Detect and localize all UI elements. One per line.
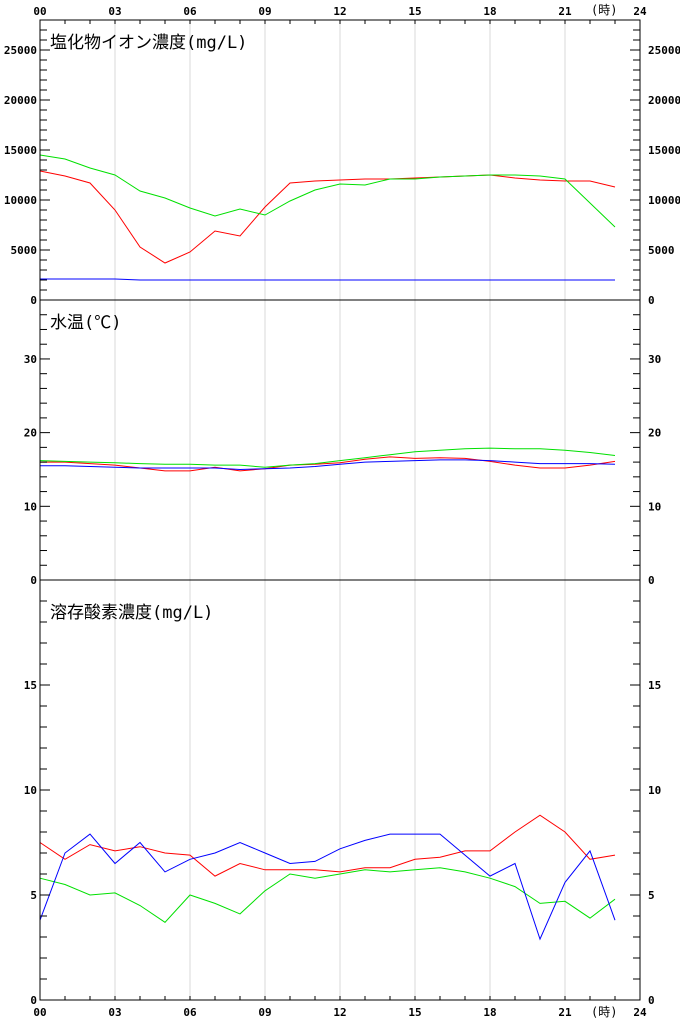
y-tick-label-right-chloride-0: 0 [648,294,655,307]
x-tick-label-bottom-09: 09 [258,1006,271,1019]
x-tick-label-bottom-18: 18 [483,1006,496,1019]
x-tick-label-top-24: 24 [633,5,647,18]
x-tick-label-bottom-12: 12 [333,1006,346,1019]
y-tick-label-right-chloride-20000: 20000 [648,94,680,107]
y-tick-label-left-water-temp-30: 30 [24,353,37,366]
dissolved-oxygen-blue-series [39,833,616,941]
x-tick-label-top-12: 12 [333,5,346,18]
y-tick-label-left-water-temp-0: 0 [30,574,37,587]
dissolved-oxygen-red-series [39,814,616,877]
y-tick-label-right-water-temp-10: 10 [648,500,661,513]
time-unit-label-top: (時) [591,3,617,17]
y-tick-label-right-water-temp-20: 20 [648,427,661,440]
y-tick-label-left-dissolved-oxygen-0: 0 [30,994,37,1007]
dissolved-oxygen-panel-title: 溶存酸素濃度(mg/L) [50,603,213,623]
y-tick-label-left-chloride-20000: 20000 [4,94,37,107]
y-tick-label-right-dissolved-oxygen-15: 15 [648,679,661,692]
x-tick-label-bottom-06: 06 [183,1006,197,1019]
y-tick-label-left-dissolved-oxygen-15: 15 [24,679,37,692]
x-tick-label-bottom-15: 15 [408,1006,421,1019]
y-tick-label-right-dissolved-oxygen-10: 10 [648,784,661,797]
x-tick-label-top-00: 00 [33,5,46,18]
time-unit-label-bottom: (時) [591,1005,617,1019]
y-tick-label-right-chloride-5000: 5000 [648,244,675,257]
y-tick-label-right-chloride-25000: 25000 [648,44,680,57]
tick-layer [40,20,640,1000]
chloride-blue-series [40,278,615,281]
y-tick-label-left-chloride-0: 0 [30,294,37,307]
x-tick-label-top-18: 18 [483,5,496,18]
x-tick-label-top-15: 15 [408,5,421,18]
x-tick-label-top-21: 21 [558,5,572,18]
x-tick-label-top-06: 06 [183,5,197,18]
water-temp-red-series [40,456,616,472]
grid-layer [114,20,566,1000]
y-tick-label-left-chloride-15000: 15000 [4,144,37,157]
label-layer: 塩化物イオン濃度(mg/L) 水温(℃) 溶存酸素濃度(mg/L) (時) (時… [4,3,680,1019]
y-tick-label-left-dissolved-oxygen-10: 10 [24,784,37,797]
y-tick-label-right-dissolved-oxygen-0: 0 [648,994,655,1007]
y-tick-label-right-chloride-10000: 10000 [648,194,680,207]
y-tick-label-right-water-temp-30: 30 [648,353,661,366]
y-tick-label-right-dissolved-oxygen-5: 5 [648,889,655,902]
y-tick-label-left-chloride-10000: 10000 [4,194,37,207]
y-tick-label-left-water-temp-10: 10 [24,500,37,513]
water-temp-green-series [39,447,616,468]
chloride-red-series [39,170,616,264]
x-tick-label-bottom-03: 03 [108,1006,121,1019]
water-temp-panel-title: 水温(℃) [50,313,121,333]
water-temp-blue-series [40,459,616,471]
y-tick-label-left-water-temp-20: 20 [24,427,37,440]
chloride-panel-title: 塩化物イオン濃度(mg/L) [50,33,247,53]
y-tick-label-left-chloride-5000: 5000 [11,244,38,257]
y-tick-label-left-chloride-25000: 25000 [4,44,37,57]
x-tick-label-bottom-21: 21 [558,1006,572,1019]
x-tick-label-bottom-00: 00 [33,1006,46,1019]
chloride-green-series [39,154,616,228]
y-tick-label-right-water-temp-0: 0 [648,574,655,587]
x-tick-label-top-09: 09 [258,5,271,18]
x-tick-label-bottom-24: 24 [633,1006,647,1019]
series-layer [39,154,616,941]
y-tick-label-left-dissolved-oxygen-5: 5 [30,889,37,902]
y-tick-label-right-chloride-15000: 15000 [648,144,680,157]
x-tick-label-top-03: 03 [108,5,121,18]
dissolved-oxygen-green-series [39,867,616,923]
